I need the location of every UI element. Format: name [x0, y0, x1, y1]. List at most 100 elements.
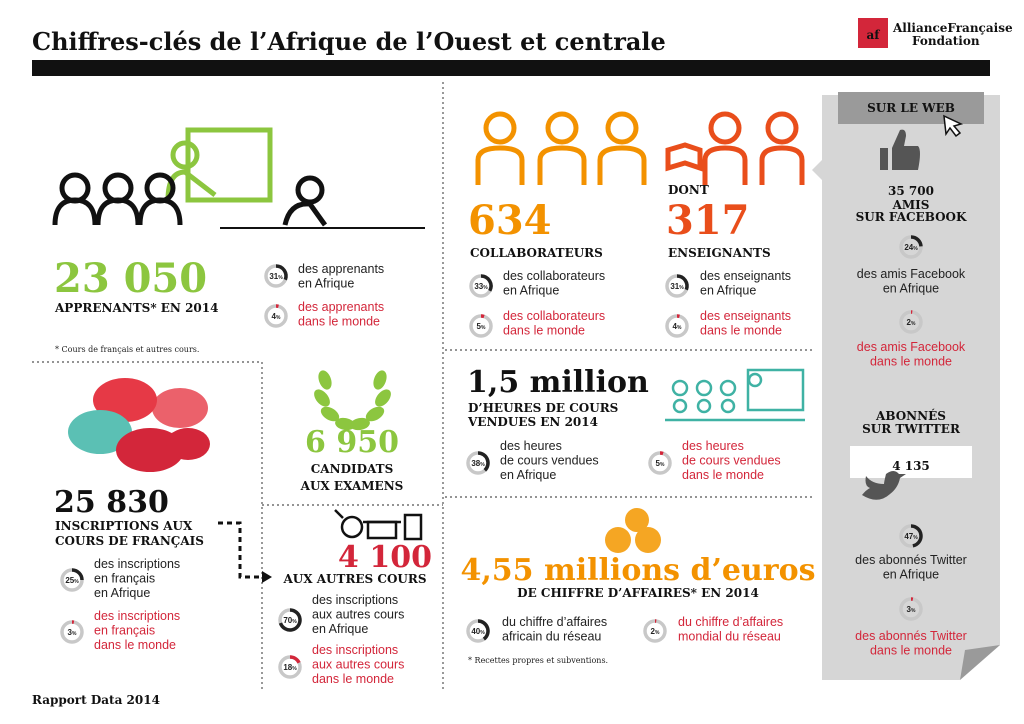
donut-label: 47% [904, 532, 918, 541]
donut-arc [910, 524, 923, 548]
donut-value: 4 [673, 322, 678, 331]
donut-label: 2% [907, 318, 916, 327]
donut-value: 40 [471, 627, 480, 636]
enrollments-number: 25 830 [54, 485, 169, 520]
learners-number: 23 050 [54, 255, 207, 302]
twitter-label: SUR TWITTER [862, 422, 961, 436]
stat-text: du chiffre d’affaires [502, 615, 607, 629]
donut-unit: % [913, 246, 918, 252]
donut-label: 38% [471, 459, 485, 468]
enrollments-label: COURS DE FRANÇAIS [55, 534, 204, 548]
page-title: Chiffres-clés de l’Afrique de l’Ouest et… [32, 27, 666, 56]
donut-label: 2% [651, 627, 660, 636]
donut-value: 24 [904, 243, 913, 252]
donut-value: 5 [656, 459, 661, 468]
stat-text: des amis Facebook [857, 340, 966, 354]
other-courses-number: 4 100 [338, 540, 432, 575]
stat-text: des apprenants [298, 300, 384, 314]
facebook-number: 35 700 [888, 184, 934, 198]
stat-text: dans le monde [312, 672, 394, 686]
logo-sub: Fondation [912, 34, 980, 48]
donut-label: 5% [477, 322, 486, 331]
stat-text: en Afrique [700, 284, 756, 298]
donut-unit: % [660, 462, 665, 468]
donut-value: 5 [477, 322, 482, 331]
donut-arc [477, 619, 490, 641]
dividers [32, 82, 812, 692]
donut-value: 25 [65, 576, 74, 585]
stat-text: de cours vendues [682, 454, 781, 468]
donut-value: 31 [670, 282, 679, 291]
learners-label: APPRENANTS* EN 2014 [54, 301, 218, 315]
cursor-icon [943, 114, 964, 138]
stat-text: des inscriptions [94, 609, 180, 623]
stat-text: en Afrique [883, 568, 939, 582]
stat-text: dans le monde [870, 355, 952, 369]
stat-text: mondial du réseau [678, 630, 781, 644]
donut-value: 33 [474, 282, 483, 291]
stat-text: des heures [500, 439, 562, 453]
donut-unit: % [679, 285, 684, 291]
stat-text: des enseignants [700, 309, 791, 323]
hours-label: VENDUES EN 2014 [467, 415, 598, 429]
stat-text: en Afrique [298, 277, 354, 291]
donut-arc [676, 274, 689, 291]
staff-number: 634 [468, 197, 552, 244]
stat-text: des inscriptions [312, 593, 398, 607]
revenue-note: * Recettes propres et subventions. [468, 656, 608, 665]
stat-text: en français [94, 624, 155, 638]
coins-icon [605, 508, 661, 553]
donut-unit: % [72, 631, 77, 637]
stat-text: dans le monde [700, 324, 782, 338]
web-title-box [838, 92, 984, 124]
other-courses-label: AUX AUTRES COURS [282, 572, 426, 586]
classroom-icon [52, 127, 425, 229]
donut-arc [71, 568, 84, 581]
donut-value: 70 [283, 616, 292, 625]
stat-text: en Afrique [312, 622, 368, 636]
donut-label: 3% [68, 628, 77, 637]
donut-unit: % [292, 619, 297, 625]
footer: Rapport Data 2014 [32, 693, 160, 707]
enrollments-label: INSCRIPTIONS AUX [55, 519, 193, 533]
kitchen-icon [334, 509, 423, 541]
donut-unit: % [911, 321, 916, 327]
stat-text: dans le monde [94, 638, 176, 652]
exams-number: 6 950 [305, 425, 399, 460]
stat-text: des collaborateurs [503, 309, 605, 323]
logo-mark-box [858, 18, 888, 48]
donut-unit: % [483, 285, 488, 291]
donut-arc [480, 274, 493, 292]
hours-icon [665, 368, 805, 422]
panel-arrow [812, 160, 822, 180]
donut-label: 70% [283, 616, 297, 625]
stat-text: des collaborateurs [503, 269, 605, 283]
stat-text: des abonnés Twitter [855, 553, 967, 567]
stat-text: dans le monde [682, 468, 764, 482]
donut-label: 33% [474, 282, 488, 291]
donut-arc [477, 451, 490, 472]
revenue-label: DE CHIFFRE D’AFFAIRES* EN 2014 [517, 586, 759, 600]
stat-text: dans le monde [298, 315, 380, 329]
donut-unit: % [481, 325, 486, 331]
donut-label: 31% [670, 282, 684, 291]
stat-text: des enseignants [700, 269, 791, 283]
staff-label: COLLABORATEURS [470, 246, 603, 260]
exams-label: CANDIDATS [311, 462, 394, 476]
stat-text: en Afrique [500, 468, 556, 482]
stat-text: des inscriptions [94, 557, 180, 571]
donut-unit: % [74, 579, 79, 585]
donut-label: 3% [907, 605, 916, 614]
logo-name: AllianceFrançaise [892, 21, 1013, 35]
connector-head [262, 571, 272, 583]
facebook-label: AMIS [892, 198, 930, 212]
header-bar [32, 60, 990, 76]
stat-text: dans le monde [870, 644, 952, 658]
donut-unit: % [276, 315, 281, 321]
donut-arc [275, 264, 288, 281]
stat-text: en Afrique [94, 586, 150, 600]
stat-text: du chiffre d’affaires [678, 615, 783, 629]
donut-value: 2 [651, 627, 656, 636]
donut-label: 24% [904, 243, 918, 252]
donut-value: 31 [269, 272, 278, 281]
